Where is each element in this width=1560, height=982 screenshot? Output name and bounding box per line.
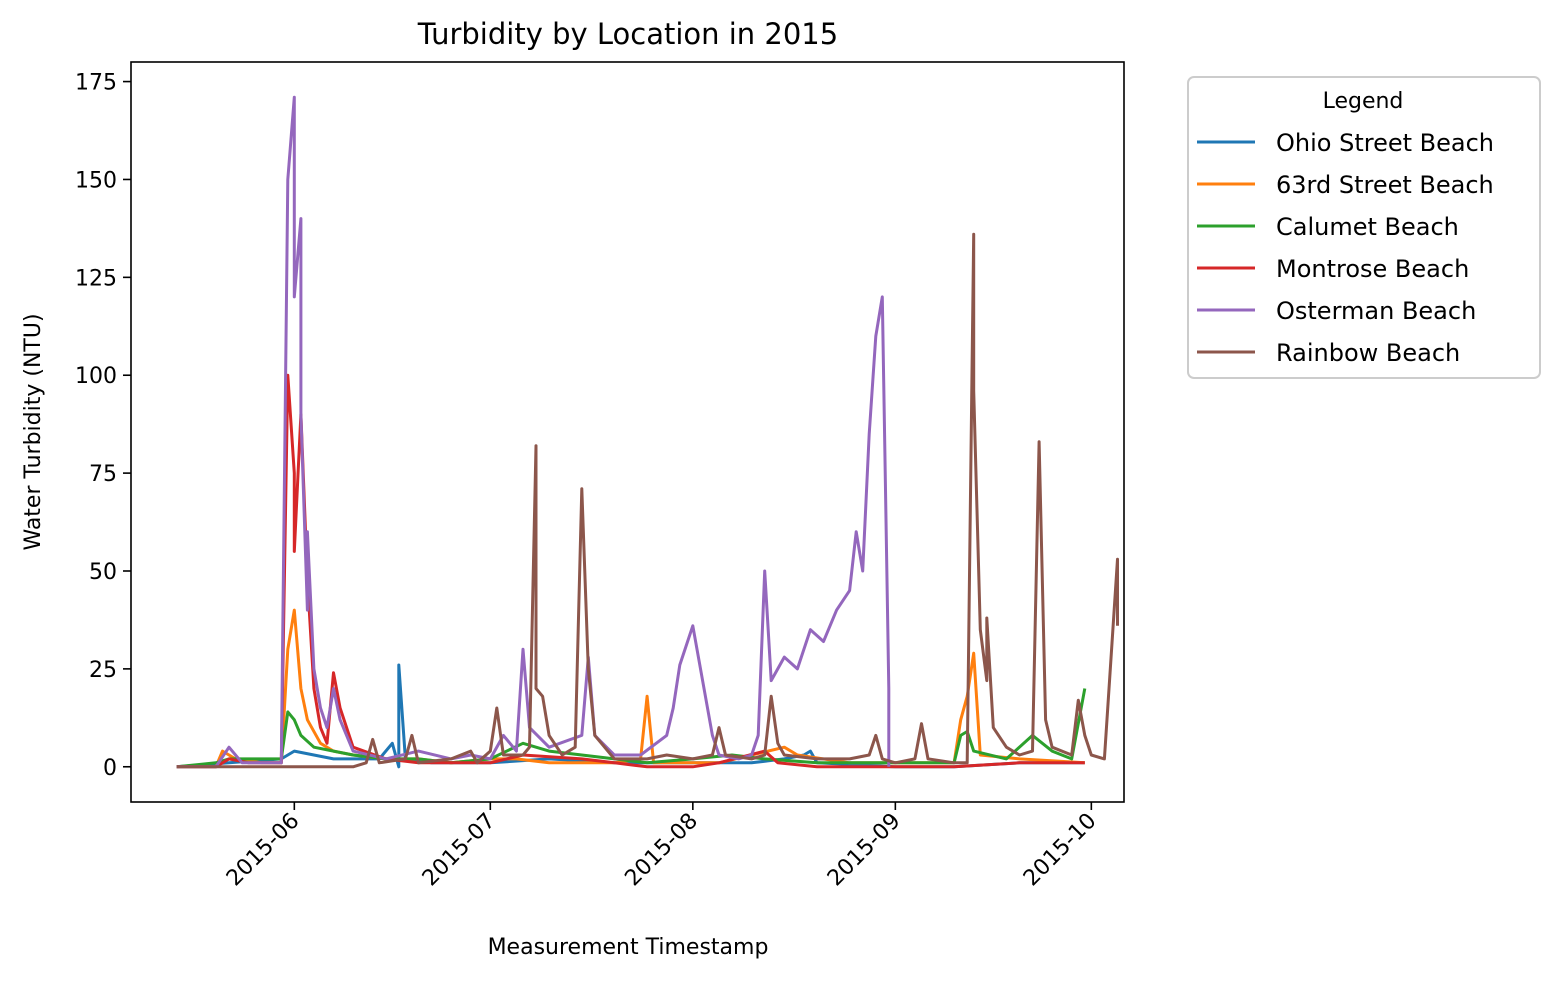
legend-label: Calumet Beach [1276,213,1459,241]
series-line-4 [176,95,891,769]
series-line-5 [176,232,1119,769]
y-tick-label: 0 [103,756,117,781]
legend-label: Montrose Beach [1276,255,1469,283]
legend-title: Legend [1323,89,1404,114]
plot-frame [130,61,1125,803]
legend: Legend Ohio Street Beach 63rd Street Beac… [1187,76,1541,379]
chart-title: Turbidity by Location in 2015 [417,17,838,51]
y-tick-label: 75 [89,462,117,487]
y-tick-label: 100 [75,364,117,389]
legend-box [1187,76,1541,379]
y-tick-label: 25 [89,658,117,683]
legend-items: Ohio Street Beach 63rd Street Beach Calume… [1197,129,1494,367]
plot-series [176,95,1119,769]
x-axis-title: Measurement Timestamp [488,935,769,960]
legend-label: Rainbow Beach [1276,339,1460,367]
series-line-2 [176,688,1087,769]
legend-label: Ohio Street Beach [1276,129,1494,157]
y-tick-label: 150 [75,168,117,193]
y-axis: 0 25 50 75 100 125 150 175 [75,71,131,781]
y-tick-label: 175 [75,71,117,96]
legend-label: 63rd Street Beach [1276,171,1494,199]
y-tick-label: 125 [75,266,117,291]
legend-label: Osterman Beach [1276,297,1476,325]
y-axis-title: Water Turbidity (NTU) [21,313,46,550]
y-tick-label: 50 [89,560,117,585]
